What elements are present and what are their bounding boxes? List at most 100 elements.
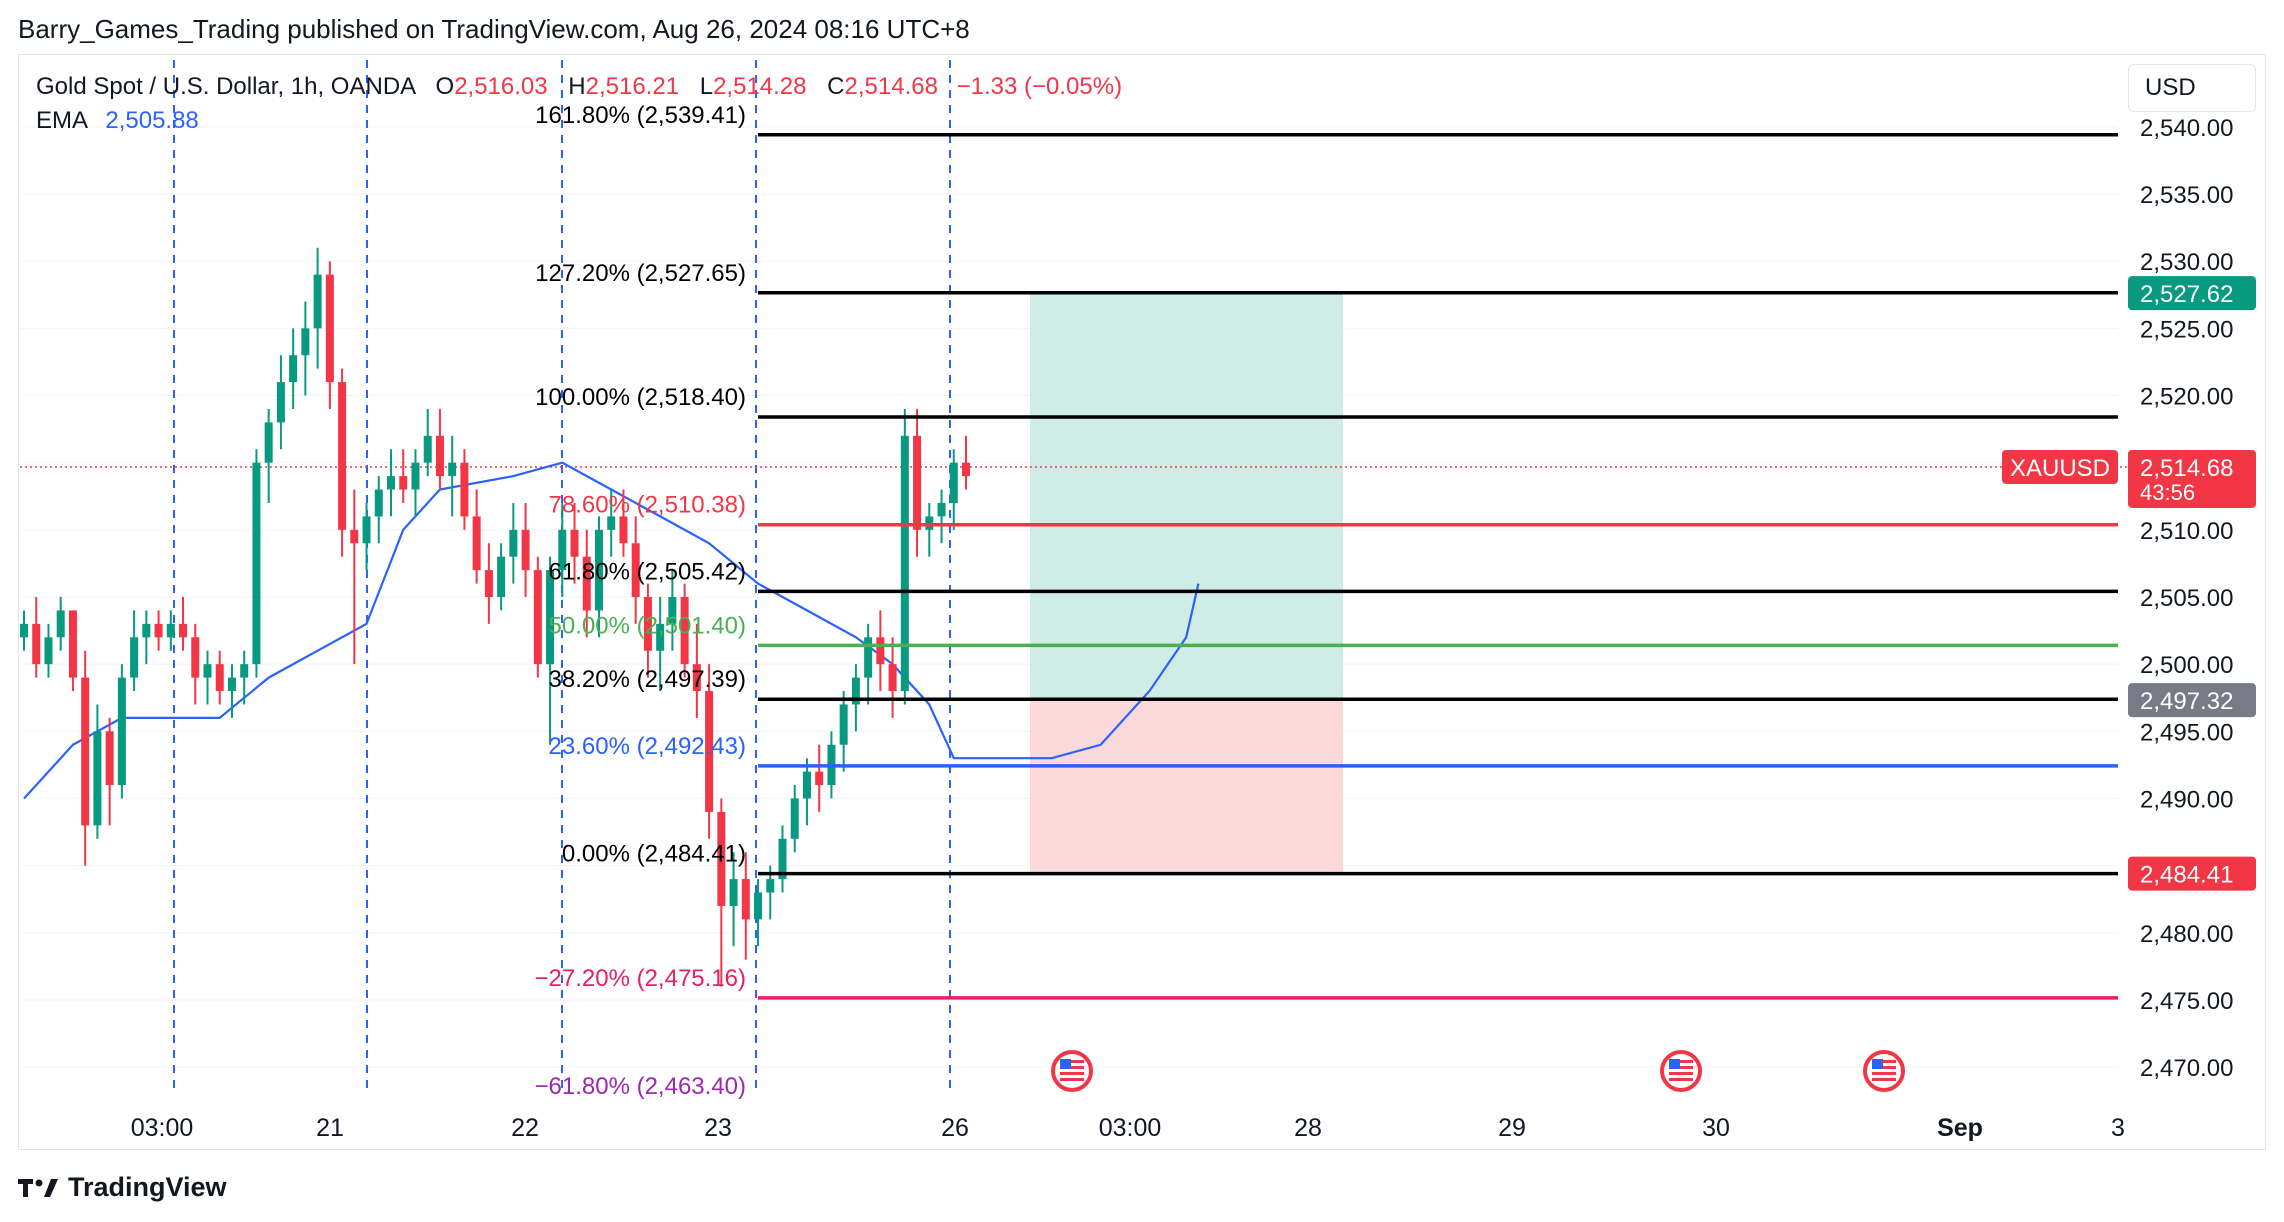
- candle-body: [619, 516, 628, 544]
- candle-body: [729, 879, 738, 906]
- y-tick-label: 2,470.00: [2140, 1055, 2233, 1082]
- candle-body: [937, 502, 946, 517]
- ema-line: [23, 461, 1200, 800]
- candle-body: [692, 664, 701, 692]
- x-tick-label: 30: [1702, 1114, 1730, 1142]
- candle-body: [851, 677, 860, 705]
- fib-level-label: −27.20% (2,475.16): [535, 965, 747, 992]
- x-tick-label: 22: [511, 1114, 539, 1142]
- x-tick-label: 21: [316, 1114, 344, 1142]
- x-tick-label: 26: [941, 1114, 969, 1142]
- close-label: C: [827, 73, 845, 100]
- x-tick-label: 3: [2111, 1114, 2125, 1142]
- target-zone: [1030, 293, 1343, 701]
- candle-body: [668, 597, 677, 624]
- fib-level-label: 0.00% (2,484.41): [562, 841, 746, 868]
- candle-body: [252, 462, 261, 665]
- candle-body: [301, 328, 310, 356]
- candle-body: [582, 556, 591, 611]
- price-badge: 2,527.62: [2128, 276, 2256, 311]
- fib-levels: 161.80% (2,539.41) 127.20% (2,527.65) 100.…: [535, 102, 2118, 1100]
- price-badge: 2,497.32: [2128, 683, 2256, 718]
- candle-body: [374, 489, 383, 517]
- chart-frame[interactable]: [18, 54, 2266, 1150]
- ema-label[interactable]: EMA: [36, 107, 87, 134]
- candle-body: [191, 637, 200, 678]
- us-flag-icon: [1863, 1050, 1905, 1092]
- candle-body: [313, 274, 322, 329]
- candle-body: [509, 529, 518, 557]
- symbol-title[interactable]: Gold Spot / U.S. Dollar, 1h, OANDA: [36, 73, 415, 100]
- candle-body: [227, 677, 236, 692]
- candle-body: [399, 476, 408, 490]
- price-badge: 2,484.41: [2128, 856, 2256, 891]
- candle-body: [778, 838, 787, 880]
- time-axis: 03:00 21 22 23 26 03:00 28 29 30 Sep 3: [131, 1114, 2125, 1142]
- candle-body: [350, 529, 359, 544]
- x-tick-label: 03:00: [131, 1114, 194, 1142]
- close-value: 2,514.68: [844, 73, 938, 100]
- candle-body: [766, 879, 775, 893]
- fib-level-label: 127.20% (2,527.65): [535, 260, 746, 287]
- candle-body: [117, 677, 126, 786]
- y-tick-label: 2,525.00: [2140, 316, 2233, 343]
- tradingview-logo[interactable]: TradingView: [18, 1172, 227, 1203]
- candle-body: [68, 610, 77, 678]
- candle-body: [656, 623, 665, 651]
- candles: [20, 247, 970, 987]
- candle-body: [546, 570, 555, 665]
- candle-body: [154, 623, 163, 638]
- y-tick-label: 2,520.00: [2140, 384, 2233, 411]
- fib-level-label: 161.80% (2,539.41): [535, 102, 746, 129]
- candle-body: [105, 731, 114, 786]
- candle-body: [56, 610, 65, 638]
- currency-button[interactable]: USD: [2128, 64, 2256, 112]
- candle-body: [900, 435, 909, 692]
- candle-body: [888, 664, 897, 692]
- chart-legend: Gold Spot / U.S. Dollar, 1h, OANDA O2,51…: [36, 70, 1122, 138]
- stop-zone: [1030, 700, 1343, 874]
- candle-body: [423, 435, 432, 463]
- candle-body: [264, 422, 273, 463]
- candle-body: [472, 516, 481, 571]
- y-tick-label: 2,475.00: [2140, 988, 2233, 1015]
- tradingview-logo-icon: [18, 1177, 58, 1199]
- y-tick-label: 2,480.00: [2140, 921, 2233, 948]
- price-badge-value: 2,484.41: [2140, 862, 2233, 889]
- candle-body: [203, 664, 212, 678]
- fib-level-label: 50.00% (2,501.40): [549, 612, 746, 639]
- candle-body: [44, 637, 53, 665]
- legend-ema-row: EMA 2,505.88: [36, 104, 1122, 138]
- candle-body: [32, 623, 41, 665]
- price-badge-countdown: 43:56: [2140, 480, 2195, 505]
- candle-body: [289, 355, 298, 383]
- candle-body: [864, 637, 873, 678]
- candle-body: [448, 462, 457, 477]
- candle-body: [387, 476, 396, 490]
- y-tick-label: 2,490.00: [2140, 786, 2233, 813]
- price-axis: 2,540.00 2,535.00 2,530.00 2,525.00 2,520.00…: [2140, 115, 2233, 1082]
- price-badge-value: 2,497.32: [2140, 688, 2233, 715]
- candle-body: [93, 731, 102, 826]
- y-tick-label: 2,535.00: [2140, 182, 2233, 209]
- candle-body: [521, 529, 530, 571]
- high-label: H: [568, 73, 586, 100]
- y-tick-label: 2,530.00: [2140, 249, 2233, 276]
- high-value: 2,516.21: [585, 73, 680, 100]
- candle-body: [680, 597, 689, 665]
- candle-body: [643, 597, 652, 651]
- candle-body: [741, 879, 750, 920]
- legend-ohlc-row: Gold Spot / U.S. Dollar, 1h, OANDA O2,51…: [36, 70, 1122, 104]
- fib-level-label: 100.00% (2,518.40): [535, 384, 746, 411]
- price-badge-value: 2,527.62: [2140, 281, 2233, 308]
- y-tick-label: 2,540.00: [2140, 115, 2233, 142]
- candle-body: [215, 664, 224, 692]
- candle-body: [802, 771, 811, 799]
- candle-body: [533, 570, 542, 665]
- candle-body: [705, 691, 714, 812]
- candle-body: [717, 811, 726, 906]
- fib-level-label: 78.60% (2,510.38): [549, 492, 746, 519]
- y-tick-label: 2,500.00: [2140, 652, 2233, 679]
